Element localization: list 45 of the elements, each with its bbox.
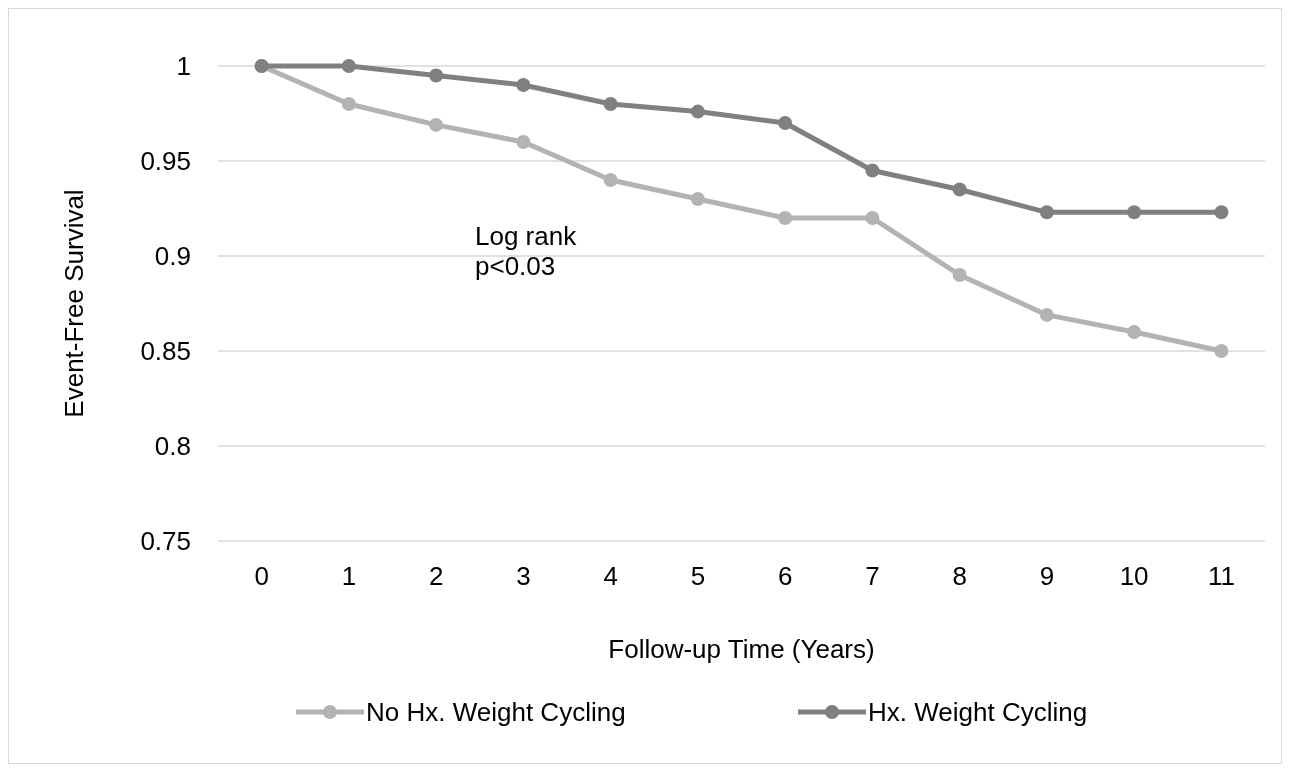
annotation: Log rank p<0.03 [475,221,578,281]
y-tick-label: 0.95 [140,146,191,177]
point [516,135,531,149]
point [952,268,967,282]
point [1039,307,1054,322]
point [1214,205,1229,220]
point [865,163,880,178]
x-tick-label: 10 [1119,561,1149,591]
point [603,97,618,111]
point [516,78,531,92]
x-tick-label: 9 [1039,561,1055,591]
y-tick-label: 0.75 [140,526,191,557]
point [429,117,444,132]
point [690,104,705,119]
x-tick-label: 4 [603,561,618,591]
x-tick-label: 11 [1207,561,1235,591]
point [690,192,705,206]
x-tick-label: 5 [690,561,706,591]
y-tick-label: 1 [176,51,191,82]
x-tick-label: 8 [952,561,967,591]
x-tick-label: 7 [865,561,880,591]
x-axis-title: Follow-up Time (Years) [608,634,875,664]
y-tick-label: 0.8 [154,431,191,462]
point [1214,344,1229,358]
legend-label: No Hx. Weight Cycling [366,697,626,727]
point [341,59,356,73]
y-tick-label: 0.9 [154,241,191,272]
point [429,68,444,83]
x-tick-label: 6 [777,561,793,591]
point [865,211,880,225]
y-axis-title: Event-Free Survival [59,189,89,418]
y-tick-label: 0.85 [140,336,191,367]
point [778,116,793,130]
point [952,182,967,197]
x-tick-label: 3 [516,561,531,591]
point [1127,205,1142,220]
point [603,173,618,187]
x-tick-label: 1 [341,561,357,591]
point [778,211,793,225]
legend-label: Hx. Weight Cycling [868,697,1088,727]
x-tick-label: 2 [428,561,444,591]
point [1039,205,1054,220]
point [341,97,356,111]
point [1127,325,1142,339]
x-tick-label: 0 [254,561,269,591]
